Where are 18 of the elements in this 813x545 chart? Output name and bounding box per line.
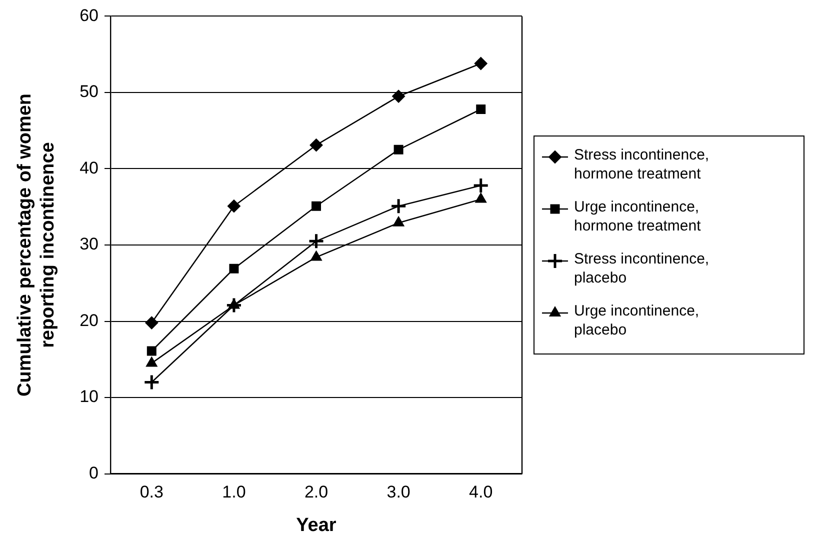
y-tick-label: 50 xyxy=(80,82,99,102)
legend-label: Stress incontinence, placebo xyxy=(574,250,710,287)
x-tick-label: 1.0 xyxy=(222,482,246,502)
legend-label: Urge incontinence, placebo xyxy=(574,302,700,339)
y-tick-label: 40 xyxy=(80,158,99,178)
x-tick-label: 4.0 xyxy=(469,482,493,502)
y-tick-label: 30 xyxy=(80,234,99,254)
y-tick-label: 0 xyxy=(89,463,99,482)
x-tick-label: 2.0 xyxy=(304,482,328,502)
y-tick-label: 20 xyxy=(80,310,99,330)
y-tick-label: 60 xyxy=(80,6,99,25)
x-axis-title: Year xyxy=(296,514,337,536)
legend-label: Urge incontinence, hormone treatment xyxy=(574,198,702,235)
x-tick-label: 3.0 xyxy=(386,482,410,502)
y-axis-title: Cumulative percentage of women reporting incontinence xyxy=(14,93,58,397)
y-tick-label: 10 xyxy=(80,387,99,406)
legend-label: Stress incontinence, hormone treatment xyxy=(574,146,710,183)
x-tick-label: 0.3 xyxy=(140,482,164,502)
